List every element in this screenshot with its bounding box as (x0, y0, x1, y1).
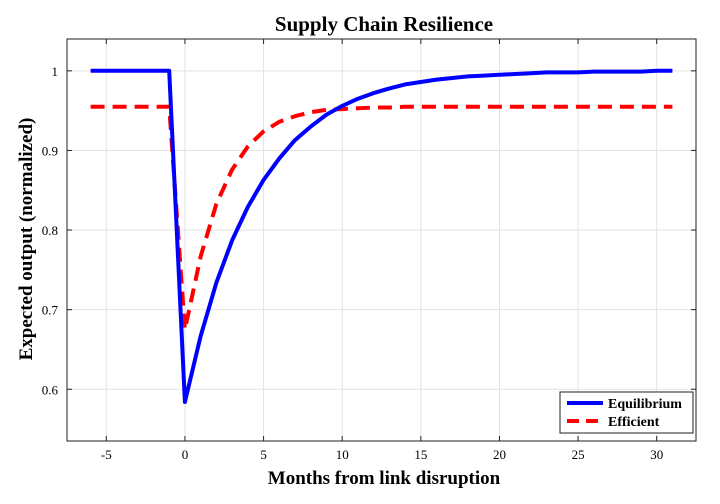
legend-box (559, 391, 694, 434)
x-tick-label: 10 (336, 447, 349, 462)
series-line-efficient (90, 104, 673, 332)
y-tick-label: 0.9 (42, 143, 58, 158)
x-tick-label: -5 (101, 447, 112, 462)
x-axis-ticks: -5 0 5 10 15 20 25 30 (101, 39, 663, 462)
y-tick-label: 0.7 (42, 303, 59, 318)
y-axis-ticks: 0.6 0.7 0.8 0.9 1 (42, 64, 696, 397)
series-line-equilibrium (90, 68, 673, 404)
y-tick-label: 0.8 (42, 223, 58, 238)
legend-label-efficient: Efficient (608, 415, 660, 430)
legend: Equilibrium Efficient (559, 391, 694, 434)
x-tick-label: 0 (182, 447, 189, 462)
legend-label-equilibrium: Equilibrium (608, 397, 682, 412)
plot-area-border (66, 38, 697, 442)
x-axis-label: Months from link disruption (268, 468, 501, 489)
series-lines (90, 68, 673, 404)
x-tick-label: 30 (650, 447, 663, 462)
y-tick-label: 0.6 (42, 382, 59, 397)
grid (67, 39, 696, 441)
x-tick-label: 15 (414, 447, 427, 462)
x-tick-label: 20 (493, 447, 506, 462)
x-tick-label: 25 (572, 447, 585, 462)
y-axis-label: Expected output (normalized) (16, 118, 37, 361)
chart-title: Supply Chain Resilience (275, 12, 493, 36)
y-tick-label: 1 (52, 64, 59, 79)
x-tick-label: 5 (260, 447, 267, 462)
